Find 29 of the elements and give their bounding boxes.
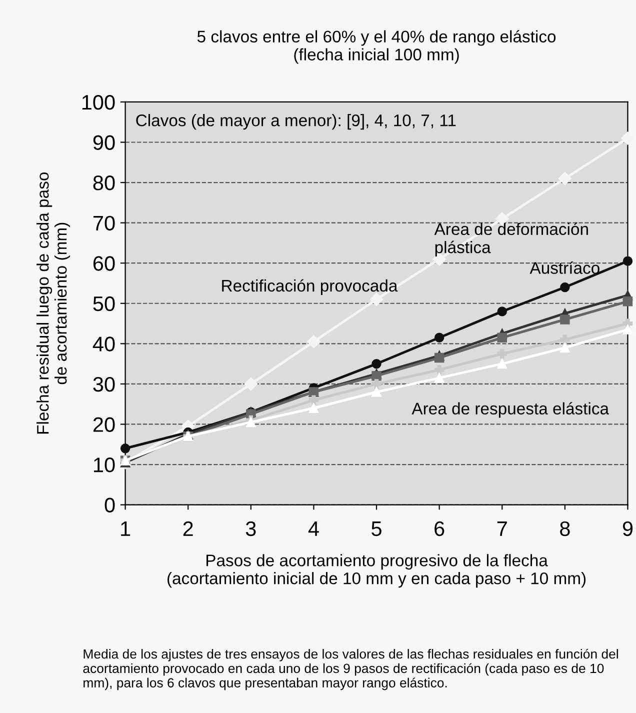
x-tick-label: 4 — [308, 522, 319, 536]
y-tick-label: 60 — [93, 256, 115, 271]
chart-title: 5 clavos entre el 60% y el 40% de rango elástico (flecha inicial 100 mm) — [197, 30, 556, 64]
y-tick-label: 20 — [93, 417, 115, 432]
x-tick-label: 6 — [434, 521, 444, 536]
y-tick-label: 50 — [93, 296, 115, 312]
y-tick-label: 100 — [82, 94, 115, 110]
x-tick-label: 8 — [560, 521, 570, 536]
y-axis-title: Flecha residual luego de cada paso de acortamiento (mm) — [36, 172, 70, 434]
y-tick-label: 10 — [94, 458, 115, 472]
text: Media de los ajustes de tres ensayos de los valores de las flechas residuales en función del acortamiento provocado en cada uno de los 9 pasos de rectificación (cada paso es de 10 mm), para los 6 clavos que presentaban mayor rango elástico. — [83, 648, 618, 690]
y-tick-label: 90 — [93, 135, 115, 150]
y-tick-label: 80 — [93, 176, 115, 190]
y-tick-label: 30 — [93, 376, 115, 392]
y-tick-label: 0 — [104, 498, 115, 513]
x-tick-label: 5 — [372, 522, 382, 536]
x-axis-title: Pasos de acortamiento progresivo de la flecha (acortamiento inicial de 10 mm y en cada paso + 10 mm) — [168, 554, 586, 588]
x-tick-label: 7 — [497, 522, 507, 536]
annotation: Area de deformación plástica — [434, 222, 588, 257]
x-tick-label: 9 — [622, 521, 633, 536]
x-tick-label: 1 — [121, 522, 130, 536]
series-label: Austríaco — [530, 261, 600, 274]
y-tick-label: 40 — [92, 336, 115, 352]
x-tick-label: 2 — [183, 521, 193, 536]
annotation: Clavos (de mayor a menor): [9], 4, 10, 7, 11 — [136, 114, 456, 130]
x-tick-label: 3 — [246, 521, 256, 536]
annotation: Rectificación provocada — [222, 279, 398, 295]
y-tick-label: 70 — [93, 216, 115, 231]
annotation: Area de respuesta elástica — [412, 402, 610, 418]
